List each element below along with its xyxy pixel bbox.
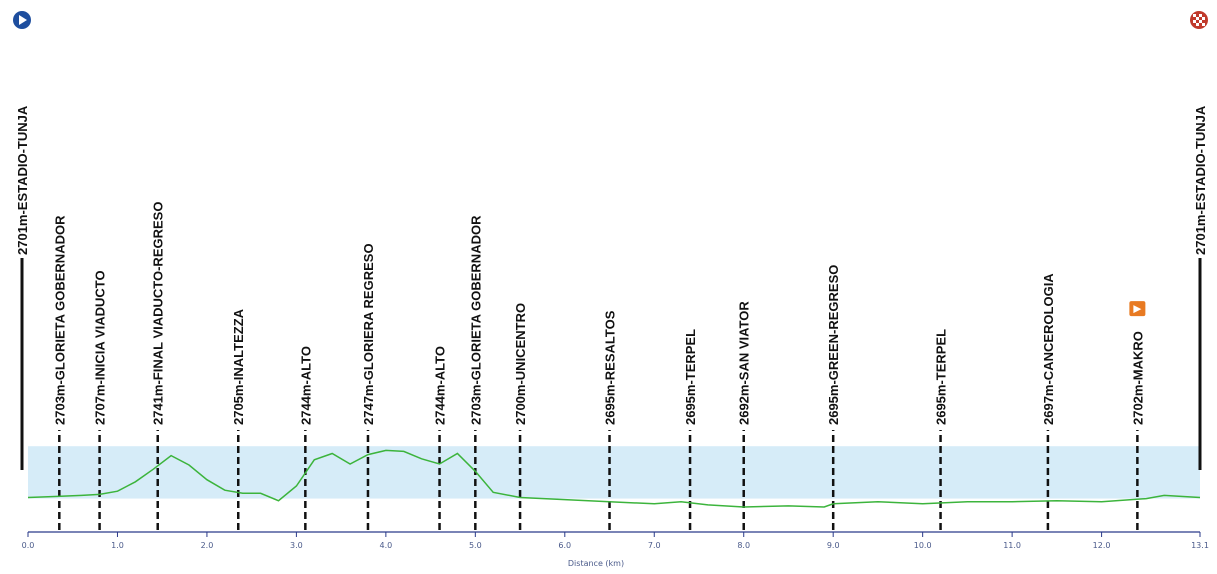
x-tick-label: 5.0 <box>469 541 482 550</box>
waypoint-label: 2744m-ALTO <box>298 346 313 425</box>
waypoint-icons <box>13 11 1208 317</box>
sprint-icon <box>1129 301 1146 317</box>
waypoint-label: 2701m-ESTADIO-TUNJA <box>1193 105 1208 255</box>
play-circle-icon <box>13 11 31 29</box>
waypoint-label: 2700m-UNICENTRO <box>513 303 528 425</box>
elevation-band <box>28 446 1200 499</box>
waypoint-label: 2747m-GLORIERA REGRESO <box>361 243 376 425</box>
waypoint-label: 2701m-ESTADIO-TUNJA <box>15 105 30 255</box>
waypoint-markers <box>20 258 1202 530</box>
x-tick-label: 13.1 <box>1191 541 1209 550</box>
waypoint-label: 2707m-INICIA VIADUCTO <box>93 270 108 425</box>
waypoint-label: 2741m-FINAL VIADUCTO-REGRESO <box>151 202 166 425</box>
waypoint-label: 2695m-TERPEL <box>934 329 949 425</box>
x-axis-ticks: 0.0 1.0 2.0 3.0 4.0 5.0 6.0 7.0 8.0 9.0 10.0 11.0 12… <box>22 532 1209 550</box>
waypoint-label: 2702m-MAKRO <box>1130 331 1145 425</box>
x-tick-label: 6.0 <box>558 541 571 550</box>
x-tick-label: 12.0 <box>1093 541 1111 550</box>
x-tick-label: 2.0 <box>201 541 214 550</box>
x-tick-label: 11.0 <box>1003 541 1021 550</box>
x-tick-label: 7.0 <box>648 541 661 550</box>
waypoint-label: 2695m-RESALTOS <box>603 310 618 425</box>
elevation-profile-line <box>27 449 1201 508</box>
waypoint-label: 2697m-CANCEROLOGIA <box>1041 273 1056 425</box>
x-tick-label: 10.0 <box>914 541 932 550</box>
x-tick-label: 0.0 <box>22 541 35 550</box>
waypoint-label: 2703m-GLORIETA GOBERNADOR <box>468 215 483 425</box>
x-tick-label: 8.0 <box>737 541 750 550</box>
x-axis-title: Distance (km) <box>568 559 624 568</box>
x-tick-label: 9.0 <box>827 541 840 550</box>
x-tick-label: 1.0 <box>111 541 124 550</box>
waypoint-labels: 2701m-ESTADIO-TUNJA 2703m-GLORIETA GOBERN… <box>15 105 1208 425</box>
waypoint-label: 2703m-GLORIETA GOBERNADOR <box>52 215 67 425</box>
x-tick-label: 4.0 <box>379 541 392 550</box>
waypoint-label: 2705m-INALTEZZA <box>231 308 246 425</box>
waypoint-label: 2695m-GREEN-REGRESO <box>826 265 841 425</box>
waypoint-label: 2744m-ALTO <box>433 346 448 425</box>
checkered-flag-icon <box>1190 11 1208 29</box>
waypoint-label: 2695m-TERPEL <box>683 329 698 425</box>
x-tick-label: 3.0 <box>290 541 303 550</box>
waypoint-label: 2692m-SAN VIATOR <box>737 301 752 425</box>
